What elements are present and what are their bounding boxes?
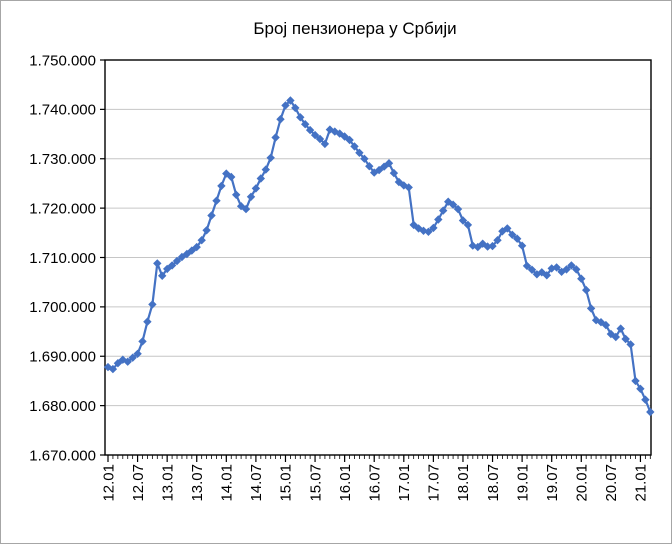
- x-axis-label: 15.07: [307, 464, 324, 502]
- x-axis-label: 20.01: [574, 464, 591, 502]
- chart-title: Број пензионера у Србији: [253, 19, 456, 38]
- y-axis-label: 1.750.000: [29, 52, 96, 69]
- y-axis-ticks: [100, 59, 105, 456]
- y-axis-label: 1.690.000: [29, 349, 96, 366]
- x-axis-labels: 12.01 12.07 13.01 13.07 14.01 14.07 15.01 15.07…: [100, 464, 649, 502]
- x-axis-label: 13.01: [159, 464, 176, 502]
- x-axis-label: 12.01: [100, 464, 117, 502]
- x-axis-label: 21.01: [633, 464, 650, 502]
- x-axis-label: 16.01: [337, 464, 354, 502]
- y-axis-label: 1.740.000: [29, 102, 96, 119]
- x-axis-label: 13.07: [189, 464, 206, 502]
- x-axis-label: 18.01: [455, 464, 472, 502]
- x-axis-label: 15.01: [278, 464, 295, 502]
- y-axis-label: 1.720.000: [29, 200, 96, 217]
- y-axis-label: 1.700.000: [29, 299, 96, 316]
- x-axis-label: 19.07: [544, 464, 561, 502]
- y-axis-label: 1.680.000: [29, 398, 96, 415]
- data-point-markers: [103, 96, 655, 417]
- data-series-line: [107, 99, 652, 413]
- x-axis-label: 14.07: [248, 464, 265, 502]
- x-axis-label: 17.01: [396, 464, 413, 502]
- x-axis-label: 12.07: [130, 464, 147, 502]
- y-axis-label: 1.710.000: [29, 250, 96, 267]
- y-axis-labels: 1.750.000 1.740.000 1.730.000 1.720.000 1.71…: [29, 52, 96, 464]
- x-axis-label: 17.07: [426, 464, 443, 502]
- x-axis-label: 14.01: [219, 464, 236, 502]
- x-axis-label: 16.07: [366, 464, 383, 502]
- x-axis-label: 19.01: [514, 464, 531, 502]
- data-series: [103, 96, 655, 417]
- x-axis-label: 20.07: [603, 464, 620, 502]
- x-axis-ticks: [107, 455, 651, 462]
- x-axis-label: 18.07: [485, 464, 502, 502]
- y-axis-label: 1.730.000: [29, 151, 96, 168]
- y-axis-label: 1.670.000: [29, 447, 96, 464]
